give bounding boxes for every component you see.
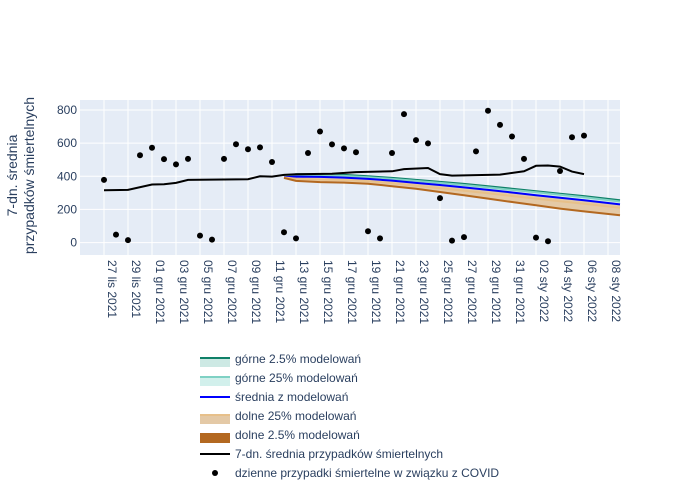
x-tick-label: 15 gru 2021: [321, 260, 335, 324]
daily-point: [137, 152, 143, 159]
daily-point: [341, 145, 347, 152]
x-tick-label: 06 sty 2022: [585, 260, 599, 322]
daily-point: [377, 235, 383, 242]
daily-point: [173, 161, 179, 168]
daily-point: [461, 234, 467, 241]
daily-point: [569, 134, 575, 141]
daily-point: [581, 132, 587, 139]
y-tick-labels: 0 200 400 600 800: [57, 103, 77, 250]
daily-point: [533, 234, 539, 241]
daily-point: [425, 140, 431, 147]
mean-line: [283, 175, 621, 206]
y-tick-label: 400: [57, 169, 77, 183]
daily-point: [557, 167, 563, 174]
x-tick-label: 25 gru 2021: [441, 260, 455, 324]
daily-point: [305, 150, 311, 157]
daily-point: [317, 128, 323, 135]
daily-point: [389, 150, 395, 157]
daily-point: [125, 237, 131, 244]
daily-point: [485, 107, 491, 114]
lower-25-line: [283, 176, 621, 209]
daily-point: [197, 232, 203, 239]
legend-label: górne 2.5% modelowań: [235, 352, 361, 366]
upper-25-line: [283, 174, 621, 203]
daily-point: [269, 159, 275, 165]
daily-point: [497, 121, 503, 128]
x-tick-label: 11 gru 2021: [273, 260, 287, 323]
daily-point: [521, 155, 527, 162]
daily-point: [101, 176, 107, 183]
lower-2-5-line: [283, 176, 621, 217]
legend-label: dolne 2.5% modelowań: [235, 428, 360, 442]
daily-point: [245, 146, 251, 153]
y-axis-title-line: 7-dn. średnia: [4, 134, 20, 216]
x-tick-label: 03 gru 2021: [177, 260, 191, 324]
daily-point: [509, 133, 515, 140]
daily-point: [257, 144, 263, 151]
x-tick-label: 05 gru 2021: [201, 260, 215, 324]
daily-point: [161, 156, 167, 163]
legend-swatch-fill: [200, 358, 230, 367]
x-tick-label: 19 gru 2021: [369, 260, 383, 324]
x-tick-label: 07 gru 2021: [225, 260, 239, 324]
y-tick-label: 800: [57, 103, 77, 117]
x-tick-label: 13 gru 2021: [297, 260, 311, 324]
legend-swatch-fill: [200, 377, 230, 386]
daily-point: [413, 137, 419, 144]
x-tick-label: 08 sty 2022: [609, 260, 623, 322]
daily-point: [545, 238, 551, 245]
x-tick-label: 31 gru 2021: [513, 260, 527, 324]
daily-point: [185, 155, 191, 162]
y-axis-title-line: przypadków śmiertelnych: [21, 97, 37, 254]
y-tick-label: 600: [57, 136, 77, 150]
x-tick-label: 27 gru 2021: [465, 260, 479, 324]
legend-label: 7-dn. średnia przypadków śmiertelnych: [235, 447, 443, 461]
x-tick-label: 23 gru 2021: [417, 260, 431, 324]
legend-swatch-marker: [212, 470, 218, 476]
legend-label: dolne 25% modelowań: [235, 409, 356, 423]
x-tick-label: 09 gru 2021: [249, 260, 263, 324]
x-tick-label: 21 gru 2021: [393, 260, 407, 324]
y-tick-label: 0: [70, 236, 77, 250]
legend-label: górne 25% modelowań: [235, 371, 358, 385]
legend: górne 2.5% modelowań górne 25% modelowań ś…: [200, 352, 499, 480]
daily-point: [209, 236, 215, 243]
daily-point: [473, 148, 479, 155]
legend-swatch-fill: [200, 415, 230, 424]
daily-point: [437, 195, 443, 202]
daily-point: [449, 237, 455, 244]
y-axis-title: 7-dn. średnia przypadków śmiertelnych: [4, 97, 37, 254]
daily-point: [221, 155, 227, 162]
y-tick-label: 200: [57, 202, 77, 216]
x-tick-label: 04 sty 2022: [561, 260, 575, 322]
daily-points: [101, 107, 587, 245]
daily-point: [293, 235, 299, 242]
legend-label: średnia z modelowań: [235, 390, 348, 404]
daily-point: [233, 141, 239, 148]
x-tick-label: 02 sty 2022: [537, 260, 551, 322]
x-tick-label: 17 gru 2021: [345, 260, 359, 324]
x-tick-label: 01 gru 2021: [153, 260, 167, 324]
x-tick-labels: 27 lis 2021 29 lis 2021 01 gru 2021 03 gru …: [105, 260, 623, 324]
daily-point: [281, 229, 287, 236]
x-tick-label: 27 lis 2021: [105, 260, 119, 318]
daily-point: [365, 228, 371, 235]
legend-label: dzienne przypadki śmiertelne w związku z…: [235, 466, 499, 480]
daily-point: [113, 231, 119, 238]
daily-point: [401, 111, 407, 118]
avg7-line: [103, 164, 585, 192]
x-tick-label: 29 lis 2021: [129, 260, 143, 318]
daily-point: [149, 144, 155, 151]
daily-point: [353, 149, 359, 156]
legend-swatch-fill: [200, 434, 230, 443]
series-lines: [103, 164, 621, 217]
x-tick-label: 29 gru 2021: [489, 260, 503, 324]
daily-point: [329, 141, 335, 148]
